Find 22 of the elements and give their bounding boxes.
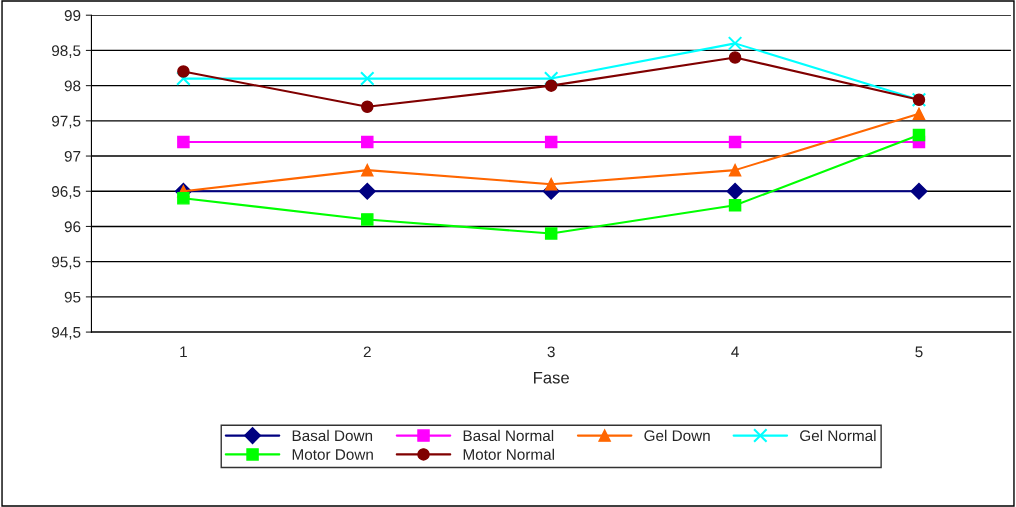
y-tick-label: 95,5 (52, 256, 81, 270)
y-tick-label: 99 (64, 10, 81, 21)
legend-label: Basal Down (292, 429, 373, 442)
y-tick-label: 97,5 (52, 115, 81, 129)
legend-label: Motor Normal (463, 448, 554, 460)
y-tick-label: 96,5 (52, 186, 81, 199)
legend-label: Basal Normal (463, 429, 554, 442)
y-tick-label: 94,5 (52, 326, 81, 340)
y-tick-label: 96 (64, 221, 81, 233)
legend-label: Gel Normal (800, 429, 876, 442)
legend-label: Motor Down (292, 449, 373, 460)
x-tick-label: 3 (547, 346, 555, 358)
legend-label: Gel Down (644, 429, 710, 442)
x-tick-label: 2 (363, 346, 371, 358)
x-tick-label: 4 (731, 346, 739, 358)
y-tick-label: 98 (64, 80, 81, 92)
x-tick-label: 1 (180, 346, 187, 358)
y-tick-label: 98,5 (52, 45, 81, 58)
x-tick-label: 5 (915, 346, 923, 358)
x-axis-title: Fase (534, 371, 569, 384)
y-tick-label: 95 (64, 291, 81, 303)
y-tick-label: 97 (64, 150, 81, 162)
